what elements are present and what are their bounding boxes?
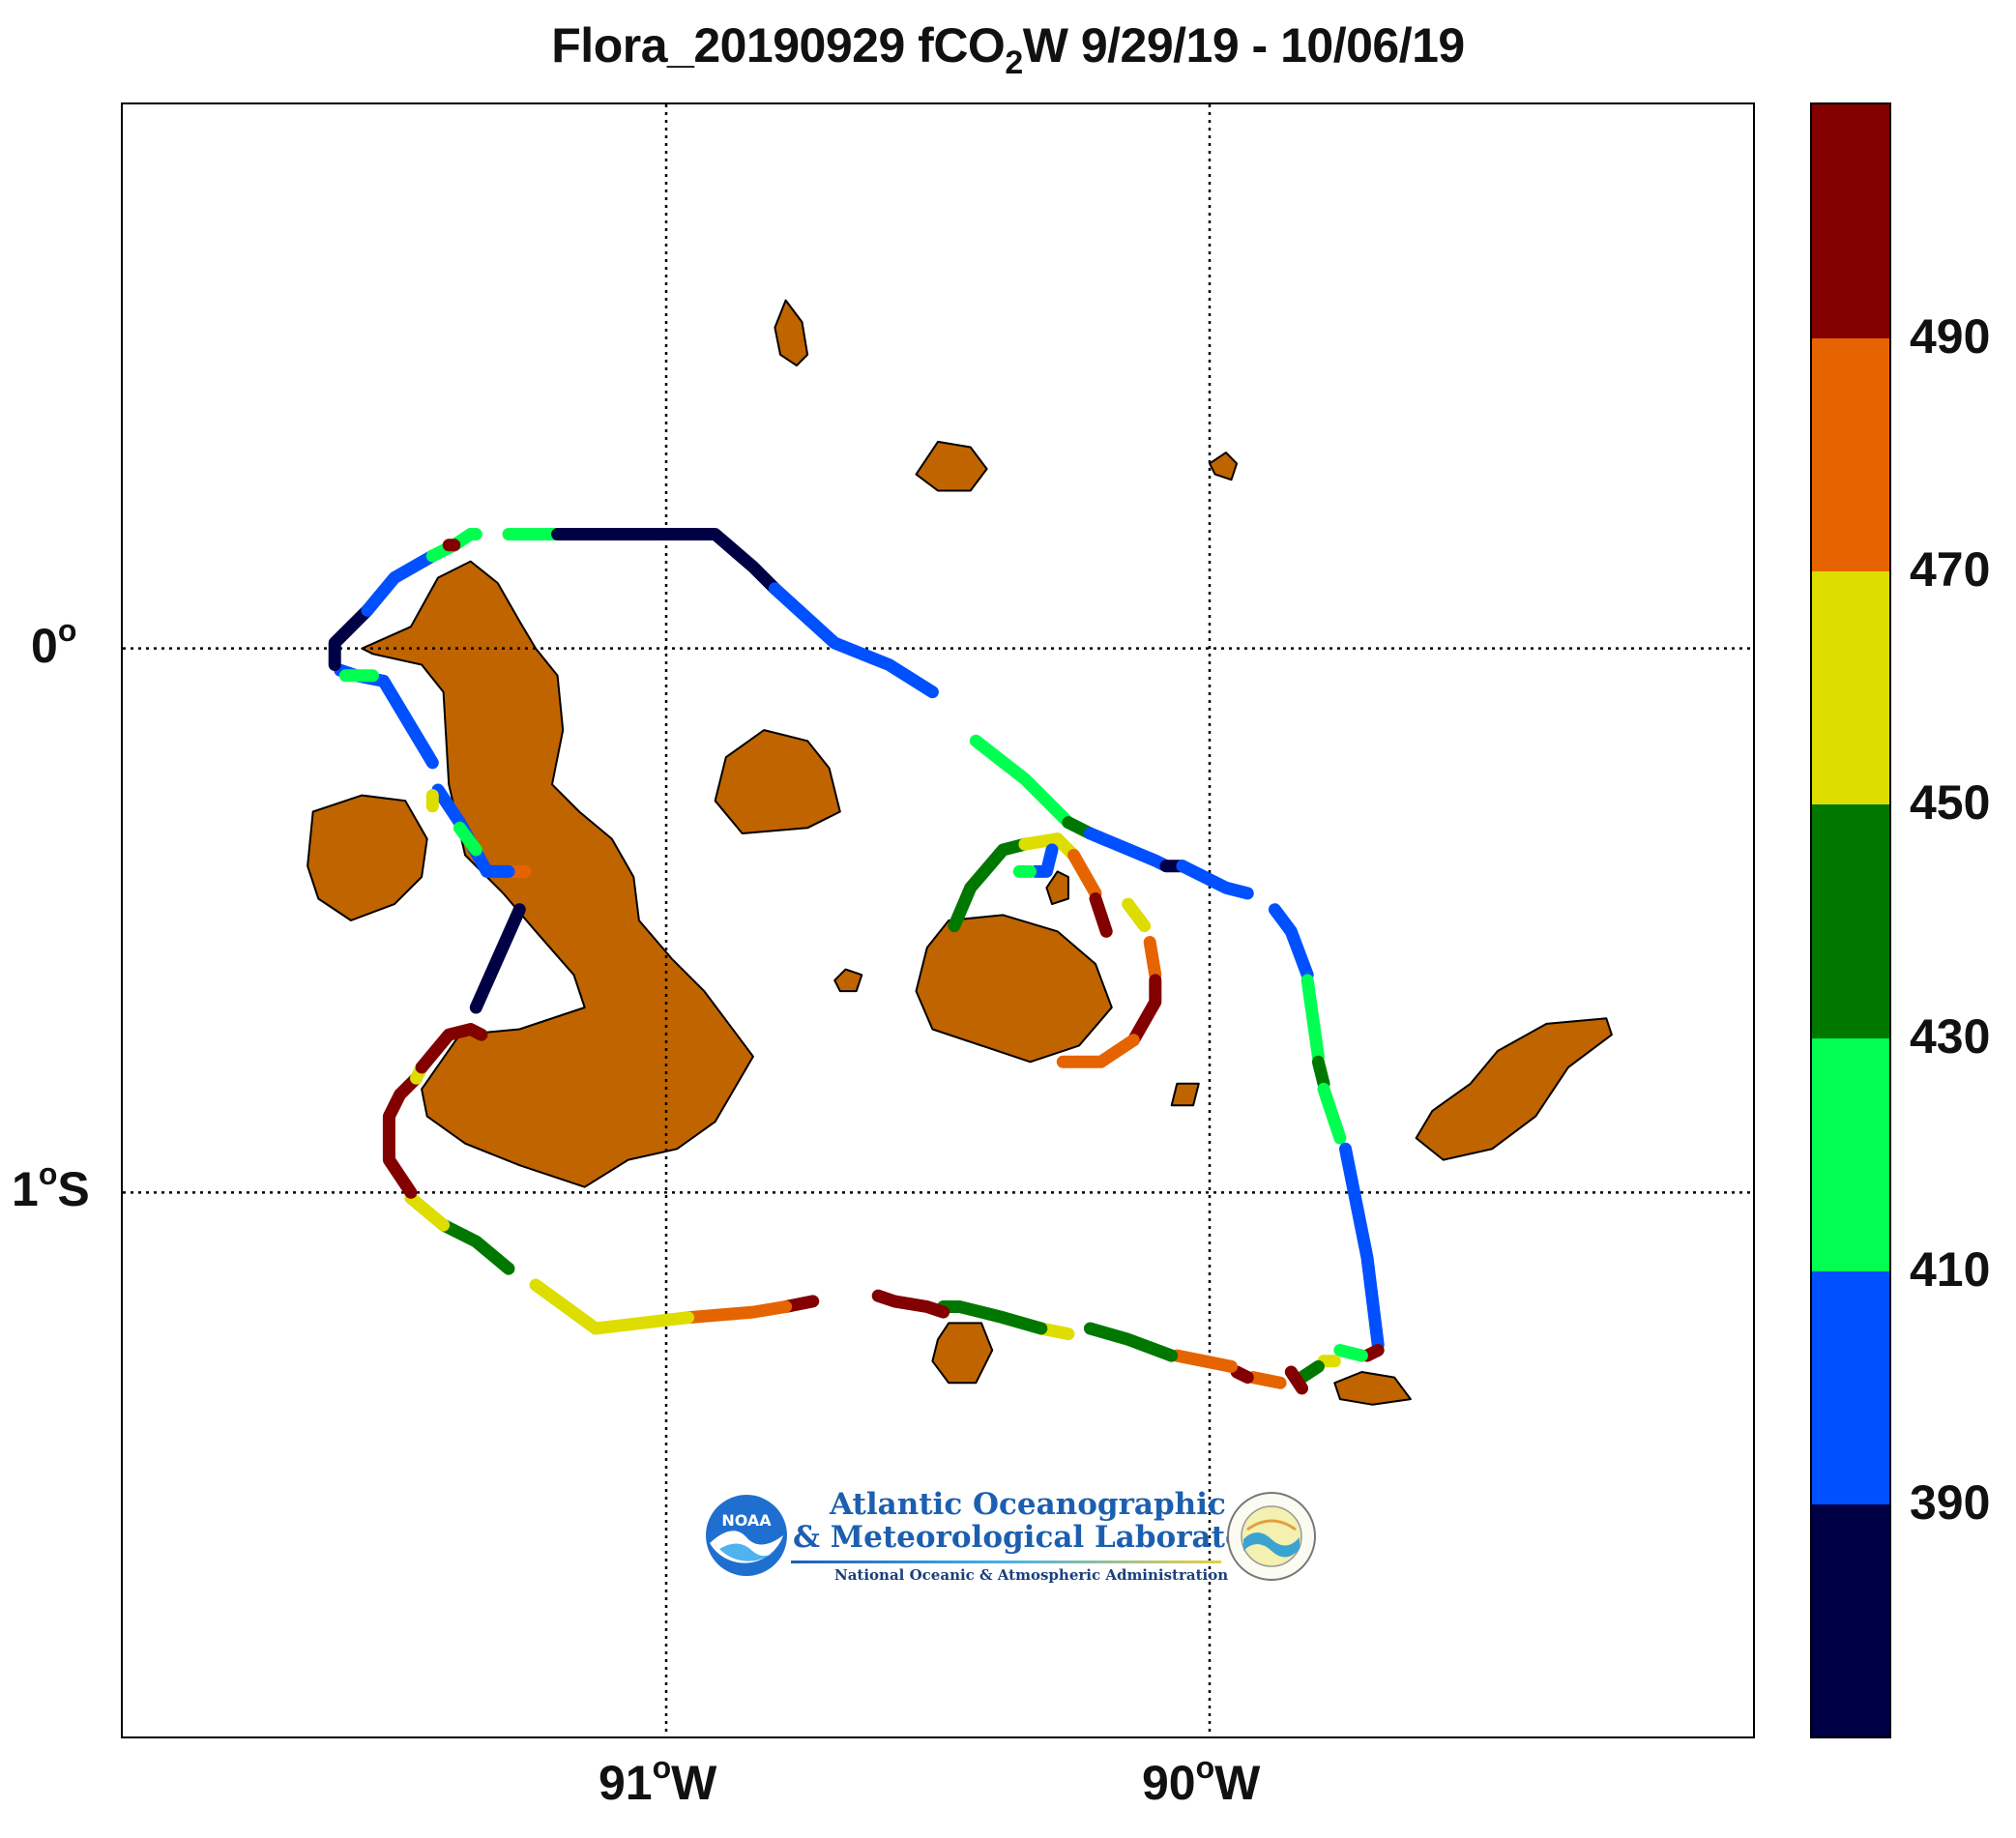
track-segment — [1122, 897, 1152, 933]
track-segment — [1317, 1082, 1347, 1145]
track-segment — [1339, 1142, 1385, 1352]
track-segment — [1300, 974, 1325, 1064]
track-segment — [948, 837, 1032, 933]
track-segment — [1126, 974, 1162, 1047]
island-espanola — [1333, 1371, 1412, 1406]
track-segment — [1284, 1365, 1308, 1395]
track-segment — [1083, 1322, 1179, 1362]
track-segment — [404, 1191, 451, 1232]
lon-tick-label: 91oW — [599, 1750, 717, 1810]
island-baltra — [1045, 870, 1069, 906]
island-fernandina — [307, 794, 428, 921]
colorbar-bin — [1812, 1036, 1889, 1271]
island-genovesa — [1209, 452, 1239, 481]
track-segment — [589, 1311, 694, 1335]
track-segment — [1018, 832, 1080, 861]
track-segment — [1143, 936, 1162, 981]
logo-text-line2: & Meteorological Laboratory — [793, 1520, 1278, 1555]
map-canvas — [123, 104, 1753, 1736]
track-segment — [453, 821, 482, 857]
noaa-emblem: NOAA — [706, 1495, 787, 1576]
track-segment — [1268, 903, 1314, 981]
island-san-cristobal — [1415, 1017, 1613, 1161]
logo-divider — [791, 1561, 1221, 1563]
map-frame — [121, 102, 1755, 1738]
island-santa-fe — [1170, 1082, 1200, 1107]
lon-tick-label: 90oW — [1142, 1750, 1261, 1810]
title-subscript: 2 — [1005, 44, 1023, 81]
colorbar-tick-label: 410 — [1910, 1241, 1991, 1297]
colorbar-bin — [1812, 1269, 1889, 1504]
colorbar-bin — [1812, 337, 1889, 572]
title-rest: W 9/29/19 - 10/06/19 — [1022, 18, 1465, 73]
colorbar-tick-label: 430 — [1910, 1008, 1991, 1064]
island-floreana — [931, 1322, 994, 1385]
track-segment — [1360, 1344, 1385, 1362]
track-segment — [415, 1023, 488, 1074]
track-segment — [328, 603, 374, 671]
track-segment — [768, 582, 939, 699]
track-segment — [1089, 892, 1113, 938]
track-segment — [871, 1289, 950, 1319]
lat-tick-label: 0o — [31, 612, 77, 673]
colorbar — [1810, 102, 1891, 1738]
aoml-logo: NOAA Atlantic Oceanographic & Meteorolog… — [704, 1487, 1316, 1584]
track-segment — [1056, 1034, 1140, 1068]
island-pinzon — [833, 968, 863, 993]
track-segment — [1333, 1344, 1368, 1362]
track-segment — [361, 549, 439, 617]
chart-title: Flora_20190929 fCO2W 9/29/19 - 10/06/19 — [0, 17, 2016, 79]
logo-text-line1: Atlantic Oceanographic — [830, 1487, 1226, 1522]
colorbar-tick-label: 390 — [1910, 1474, 1991, 1530]
track-segment — [682, 1300, 793, 1325]
track-segment — [1176, 860, 1254, 900]
track-segment — [334, 663, 439, 770]
graticule — [123, 104, 1753, 1736]
track-segment — [1230, 1365, 1254, 1385]
colorbar-tick-label: 450 — [1910, 775, 1991, 831]
track-segment — [969, 734, 1075, 830]
island-isabela — [361, 560, 754, 1188]
island-pinta — [774, 299, 809, 367]
island-santiago — [714, 729, 841, 834]
land-layer — [307, 299, 1613, 1406]
track-segment — [1029, 843, 1059, 878]
track-segment — [469, 903, 526, 1014]
track-segment — [1246, 1371, 1287, 1389]
track-segment — [382, 1071, 423, 1199]
ship-track — [328, 528, 1385, 1395]
aoml-seal-icon — [1227, 1492, 1316, 1581]
track-segment — [1311, 1055, 1330, 1091]
title-main: Flora_20190929 fCO — [551, 18, 1006, 73]
colorbar-bin — [1812, 570, 1889, 805]
island-marchena — [915, 440, 988, 492]
track-segment — [1296, 1359, 1325, 1385]
colorbar-tick-label: 490 — [1910, 309, 1991, 365]
colorbar-bin — [1812, 104, 1889, 339]
track-segment — [437, 1218, 515, 1275]
svg-text:NOAA: NOAA — [721, 1511, 772, 1530]
colorbar-bin — [1812, 1502, 1889, 1736]
lat-tick-label: 1oS — [12, 1156, 90, 1217]
track-segment — [1067, 849, 1102, 900]
track-segment — [1170, 1349, 1238, 1373]
track-segment — [937, 1300, 1048, 1335]
colorbar-tick-label: 470 — [1910, 542, 1991, 598]
track-segment — [1083, 827, 1173, 873]
track-segment — [654, 528, 781, 596]
track-segment — [529, 1278, 602, 1335]
island-santa-cruz — [915, 914, 1113, 1064]
colorbar-bin — [1812, 803, 1889, 1038]
logo-text-line3: National Oceanic & Atmospheric Administr… — [834, 1566, 1229, 1584]
